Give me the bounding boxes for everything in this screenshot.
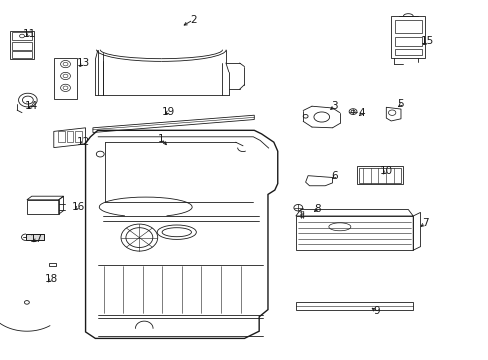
Bar (394, 20, 421, 33)
Text: 16: 16 (71, 202, 85, 212)
Text: 19: 19 (162, 107, 175, 117)
Bar (54, 58, 77, 99)
Text: 3: 3 (331, 101, 338, 111)
Text: 9: 9 (372, 306, 379, 316)
Bar (394, 49, 421, 55)
Bar (49, 263, 56, 266)
Bar (356, 166, 403, 184)
Text: 17: 17 (30, 234, 43, 244)
Text: 13: 13 (76, 58, 90, 68)
Bar (26, 234, 44, 240)
Bar (27, 200, 59, 214)
Text: 5: 5 (397, 99, 404, 109)
Bar (390, 16, 425, 58)
Text: 15: 15 (420, 36, 434, 46)
Text: 18: 18 (44, 274, 58, 284)
Bar (358, 168, 401, 183)
Text: 14: 14 (25, 101, 39, 111)
Bar (26, 234, 44, 240)
Bar (75, 131, 82, 142)
Text: 4: 4 (358, 108, 365, 118)
Text: 10: 10 (379, 166, 392, 176)
Bar (10, 31, 34, 59)
Bar (12, 32, 32, 40)
Bar (58, 131, 64, 142)
Bar (12, 42, 32, 50)
Bar (66, 131, 73, 142)
Bar (394, 37, 421, 46)
Bar (12, 51, 32, 58)
Text: 6: 6 (331, 171, 338, 181)
Text: 2: 2 (189, 15, 196, 25)
Text: 7: 7 (421, 218, 428, 228)
Text: 11: 11 (22, 29, 36, 39)
Text: 12: 12 (76, 137, 90, 147)
Text: 1: 1 (158, 134, 164, 144)
Text: 8: 8 (314, 204, 321, 214)
